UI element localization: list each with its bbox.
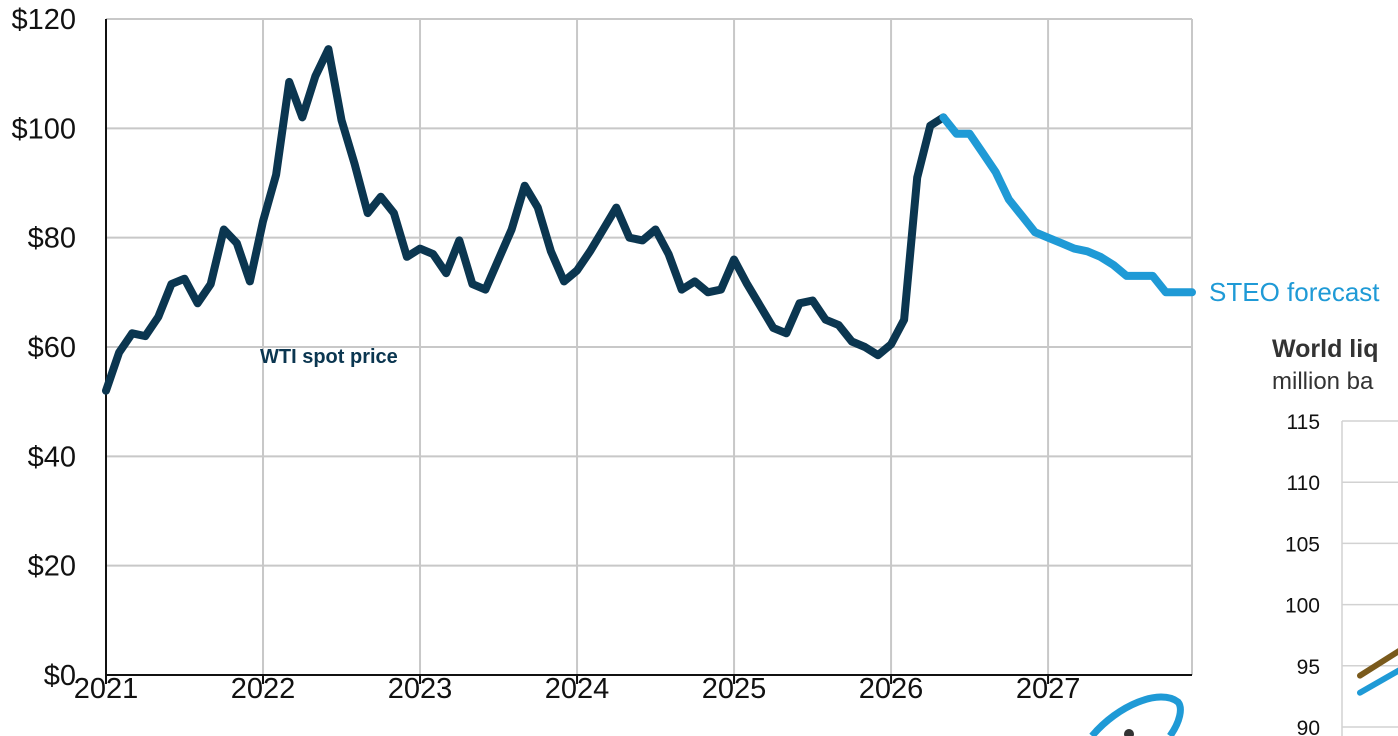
y-tick-label: $120 [11,4,76,36]
y-tick-label: $60 [28,332,76,364]
main-axes [105,19,1192,684]
y-tick-label: $100 [11,113,76,145]
inset-y-tick-labels: 90 95 100 105 110 115 [1285,411,1320,736]
x-tick-label: 2024 [545,673,610,705]
x-tick-label: 2023 [388,673,453,705]
y-tick-label: $80 [28,223,76,255]
x-tick-label: 2025 [702,673,767,705]
inset-series-line [1357,648,1398,679]
main-grid [106,18,1193,675]
inset-y-tick-label: 115 [1287,411,1320,434]
x-tick-label: 2027 [1016,673,1081,705]
main-x-tick-labels: 2021 2022 2023 2024 2025 2026 2027 [74,673,1081,705]
annotation-wti-spot-price: WTI spot price [260,346,398,368]
x-tick-label: 2022 [231,673,296,705]
logo-swoosh-icon [1089,693,1184,736]
inset-y-tick-label: 95 [1297,656,1320,679]
inset-y-tick-label: 90 [1297,717,1320,736]
y-tick-label: $20 [28,551,76,583]
inset-chart: World liq million ba 90 95 100 105 110 115 [1272,335,1398,736]
inset-y-tick-label: 110 [1287,472,1320,495]
series-line-wti-spot-price [102,45,948,395]
logo-dot-icon [1124,729,1134,736]
inset-subtitle: million ba [1272,368,1374,395]
x-tick-label: 2021 [74,673,139,705]
inset-grid [1341,420,1398,736]
inset-y-tick-label: 100 [1285,595,1320,618]
y-tick-label: $40 [28,441,76,473]
main-y-tick-labels: $0 $20 $40 $60 $80 $100 $120 [11,4,76,692]
x-tick-label: 2026 [859,673,924,705]
series-line-steo-forecast [939,113,1196,297]
y-tick-label: $0 [44,660,76,692]
inset-series [1357,648,1398,696]
annotation-steo-forecast: STEO forecast [1209,277,1380,307]
inset-y-tick-label: 105 [1285,533,1320,556]
main-series [102,45,1196,395]
inset-title: World liq [1272,335,1378,363]
inset-series-line [1357,667,1398,696]
